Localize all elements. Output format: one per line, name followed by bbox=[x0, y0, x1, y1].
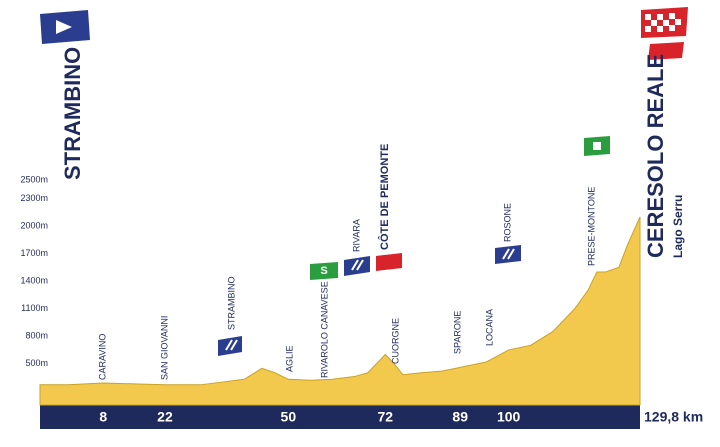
town-label: RIVARA bbox=[351, 219, 361, 252]
y-tick-label: 1100m bbox=[21, 303, 48, 313]
y-tick-label: 800m bbox=[25, 331, 48, 341]
finish-flag bbox=[641, 7, 688, 60]
finish-name: CERESOLO REALE bbox=[643, 54, 668, 258]
x-tick-label: 8 bbox=[99, 409, 107, 425]
town-label: LOCANA bbox=[484, 309, 494, 346]
x-tick-label: 22 bbox=[157, 409, 173, 425]
y-tick-label: 1400m bbox=[20, 275, 48, 285]
distance-bar bbox=[40, 405, 640, 429]
y-tick-label: 2300m bbox=[20, 193, 48, 203]
town-label: ROSONE bbox=[502, 203, 512, 242]
markers: S bbox=[218, 136, 610, 356]
start-name: STRAMBINO bbox=[60, 47, 85, 180]
town-label: AGLIE bbox=[284, 345, 294, 372]
town-label: RIVAROLO CANAVESE bbox=[319, 281, 329, 378]
y-tick-label: 500m bbox=[25, 358, 48, 368]
x-tick-label: 50 bbox=[281, 409, 297, 425]
x-tick-label: 100 bbox=[497, 409, 521, 425]
y-tick-label: 1700m bbox=[20, 248, 48, 258]
x-tick-label: 72 bbox=[377, 409, 393, 425]
y-tick-label: 2000m bbox=[20, 220, 48, 230]
town-label: PRESE-MONTONE bbox=[586, 187, 596, 266]
town-label: STRAMBINO bbox=[226, 276, 236, 330]
x-tick-label: 129,8 km bbox=[644, 409, 703, 425]
town-label: SAN GIOVANNI bbox=[159, 316, 169, 380]
town-label: CARAVINO bbox=[97, 334, 107, 380]
town-label: CUORGNE bbox=[390, 318, 400, 364]
town-label: SPARONE bbox=[452, 311, 462, 354]
start-icon bbox=[56, 20, 72, 34]
elevation-area bbox=[39, 216, 641, 406]
finish-sub: Lago Serru bbox=[671, 195, 685, 258]
x-tick-label: 89 bbox=[452, 409, 468, 425]
town-label: CÔTE DE PEMONTE bbox=[378, 144, 391, 250]
sprint-label: S bbox=[320, 265, 327, 277]
y-tick-label: 2500m bbox=[20, 175, 48, 185]
